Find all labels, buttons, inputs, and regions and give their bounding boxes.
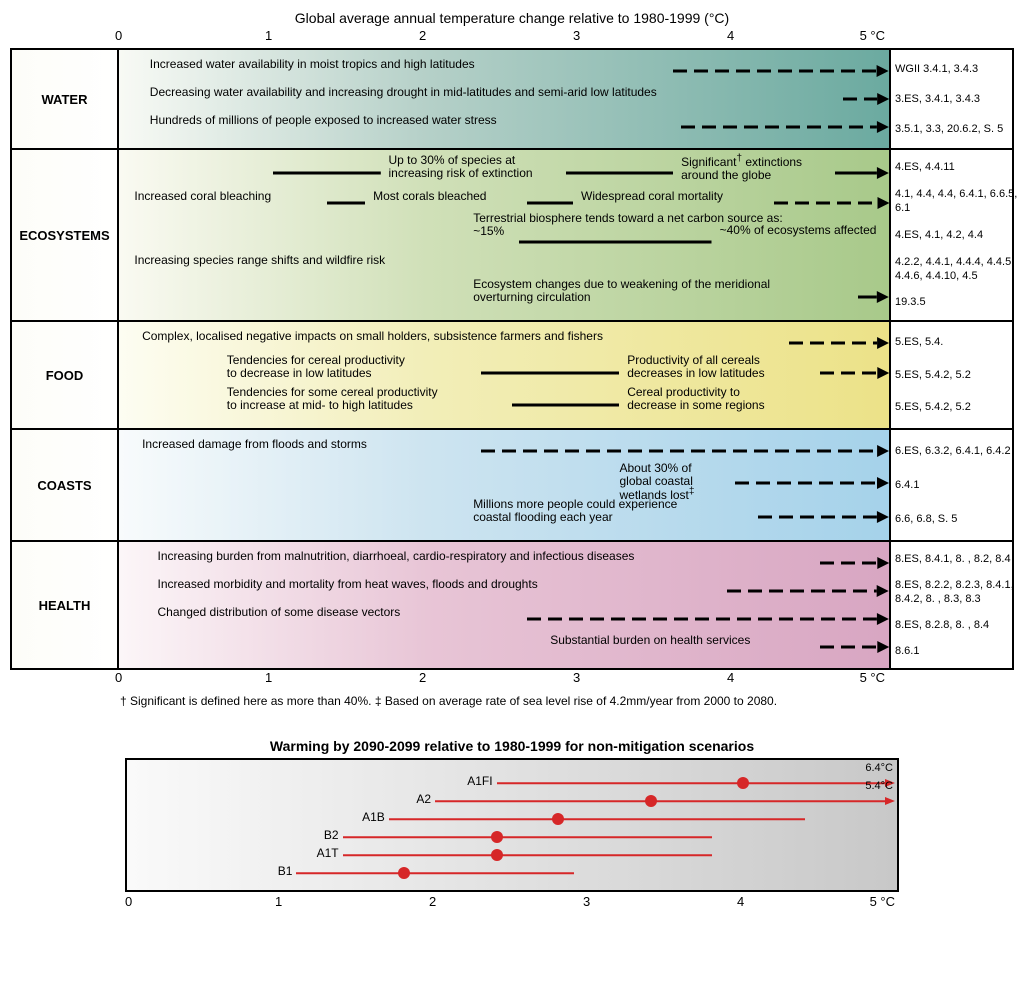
scenario-row: B2: [127, 828, 897, 846]
scenario-dot: [645, 795, 657, 807]
category-label: FOOD: [12, 322, 119, 428]
reference-text: 6.ES, 6.3.2, 6.4.1, 6.4.2: [895, 444, 1020, 458]
reference-column: WGII 3.4.1, 3.4.3 3.ES, 3.4.1, 3.4.3 3.5.1…: [891, 50, 1024, 148]
reference-text: 3.ES, 3.4.1, 3.4.3: [895, 92, 1020, 106]
reference-text: 5.ES, 5.4.: [895, 335, 1020, 349]
reference-text: 4.ES, 4.1, 4.2, 4.4: [895, 228, 1020, 242]
category-label: HEALTH: [12, 542, 119, 668]
impact-row: Tendencies for some cereal productivityt…: [119, 390, 889, 420]
scenario-label: A1B: [362, 810, 389, 824]
scenario-row: B1: [127, 864, 897, 882]
scenario-row: A25.4°C: [127, 792, 897, 810]
reference-column: 8.ES, 8.4.1, 8. , 8.2, 8.4 8.ES, 8.2.2, 8…: [891, 542, 1024, 668]
impact-row: Terrestrial biosphere tends toward a net…: [119, 218, 889, 252]
category-label: COASTS: [12, 430, 119, 540]
scenario-dot: [737, 777, 749, 789]
category-content: Increasing burden from malnutrition, dia…: [119, 542, 891, 668]
category-content: Increased water availability in moist tr…: [119, 50, 891, 148]
reference-text: 3.5.1, 3.3, 20.6.2, S. 5: [895, 122, 1020, 136]
scenario-dot: [491, 831, 503, 843]
scenario-row: A1FI6.4°C: [127, 774, 897, 792]
reference-text: 4.1, 4.4, 4.4, 6.4.1, 6.6.5, 6.1: [895, 187, 1020, 216]
category-content: Complex, localised negative impacts on s…: [119, 322, 891, 428]
impact-row: Decreasing water availability and increa…: [119, 86, 889, 112]
reference-text: 8.6.1: [895, 644, 1020, 658]
impact-row: Substantial burden on health services: [119, 634, 889, 660]
reference-column: 4.ES, 4.4.11 4.1, 4.4, 4.4, 6.4.1, 6.6.5,…: [891, 150, 1024, 320]
reference-text: 5.ES, 5.4.2, 5.2: [895, 400, 1020, 414]
scenario-row: A1B: [127, 810, 897, 828]
footnote: † Significant is defined here as more th…: [120, 694, 1014, 708]
impact-row: Increased water availability in moist tr…: [119, 58, 889, 84]
reference-text: 19.3.5: [895, 295, 1020, 309]
reference-column: 6.ES, 6.3.2, 6.4.1, 6.4.2 6.4.1 6.6, 6.8, …: [891, 430, 1024, 540]
impact-row: Increased morbidity and mortality from h…: [119, 578, 889, 604]
impact-row: Ecosystem changes due to weakening of th…: [119, 282, 889, 312]
reference-text: 4.2.2, 4.4.1, 4.4.4, 4.4.5, 4.4.6, 4.4.1…: [895, 255, 1020, 284]
impact-row: Millions more people could experiencecoa…: [119, 502, 889, 532]
scenario-dot: [552, 813, 564, 825]
impact-row: About 30% ofglobal coastalwetlands lost‡: [119, 466, 889, 500]
scenario-label: A1FI: [467, 774, 496, 788]
reference-text: 8.ES, 8.4.1, 8. , 8.2, 8.4: [895, 552, 1020, 566]
scenario-dot: [491, 849, 503, 861]
reference-text: 5.ES, 5.4.2, 5.2: [895, 368, 1020, 382]
reference-text: 6.4.1: [895, 478, 1020, 492]
reference-text: 8.ES, 8.2.8, 8. , 8.4: [895, 618, 1020, 632]
top-axis: 012345 °C: [115, 28, 885, 46]
reference-text: 6.6, 6.8, S. 5: [895, 512, 1020, 526]
scenario-row: A1T: [127, 846, 897, 864]
reference-column: 5.ES, 5.4. 5.ES, 5.4.2, 5.2 5.ES, 5.4.2, 5…: [891, 322, 1024, 428]
category-content: Increased damage from floods and storms …: [119, 430, 891, 540]
scenario-label: B2: [324, 828, 343, 842]
impact-row: Changed distribution of some disease vec…: [119, 606, 889, 632]
scenario-label: A2: [416, 792, 435, 806]
reference-text: 8.ES, 8.2.2, 8.2.3, 8.4.1, 8.4.2, 8. , 8…: [895, 578, 1020, 607]
scenario-end-label: 6.4°C: [865, 762, 893, 774]
category-content: Up to 30% of species atincreasing risk o…: [119, 150, 891, 320]
impact-row: Increased damage from floods and storms: [119, 438, 889, 464]
impact-row: Increasing burden from malnutrition, dia…: [119, 550, 889, 576]
category-label: ECOSYSTEMS: [12, 150, 119, 320]
reference-text: WGII 3.4.1, 3.4.3: [895, 62, 1020, 76]
scenario-label: B1: [278, 864, 297, 878]
scenarios-axis: 012345 °C: [125, 894, 895, 912]
scenario-dot: [398, 867, 410, 879]
category-label: WATER: [12, 50, 119, 148]
reference-text: 4.ES, 4.4.11: [895, 160, 1020, 174]
chart-title: Global average annual temperature change…: [10, 10, 1014, 26]
bottom-axis-upper: 012345 °C: [115, 670, 885, 688]
impacts-table: WATERIncreased water availability in moi…: [10, 48, 1014, 670]
scenario-label: A1T: [317, 846, 343, 860]
impact-row: Tendencies for cereal productivityto dec…: [119, 358, 889, 388]
impact-row: Hundreds of millions of people exposed t…: [119, 114, 889, 140]
scenarios-chart: A1FI6.4°CA25.4°CA1BB2A1TB1: [125, 758, 899, 892]
scenario-end-label: 5.4°C: [865, 780, 893, 792]
impact-row: Up to 30% of species atincreasing risk o…: [119, 158, 889, 188]
scenarios-title: Warming by 2090-2099 relative to 1980-19…: [10, 738, 1014, 754]
